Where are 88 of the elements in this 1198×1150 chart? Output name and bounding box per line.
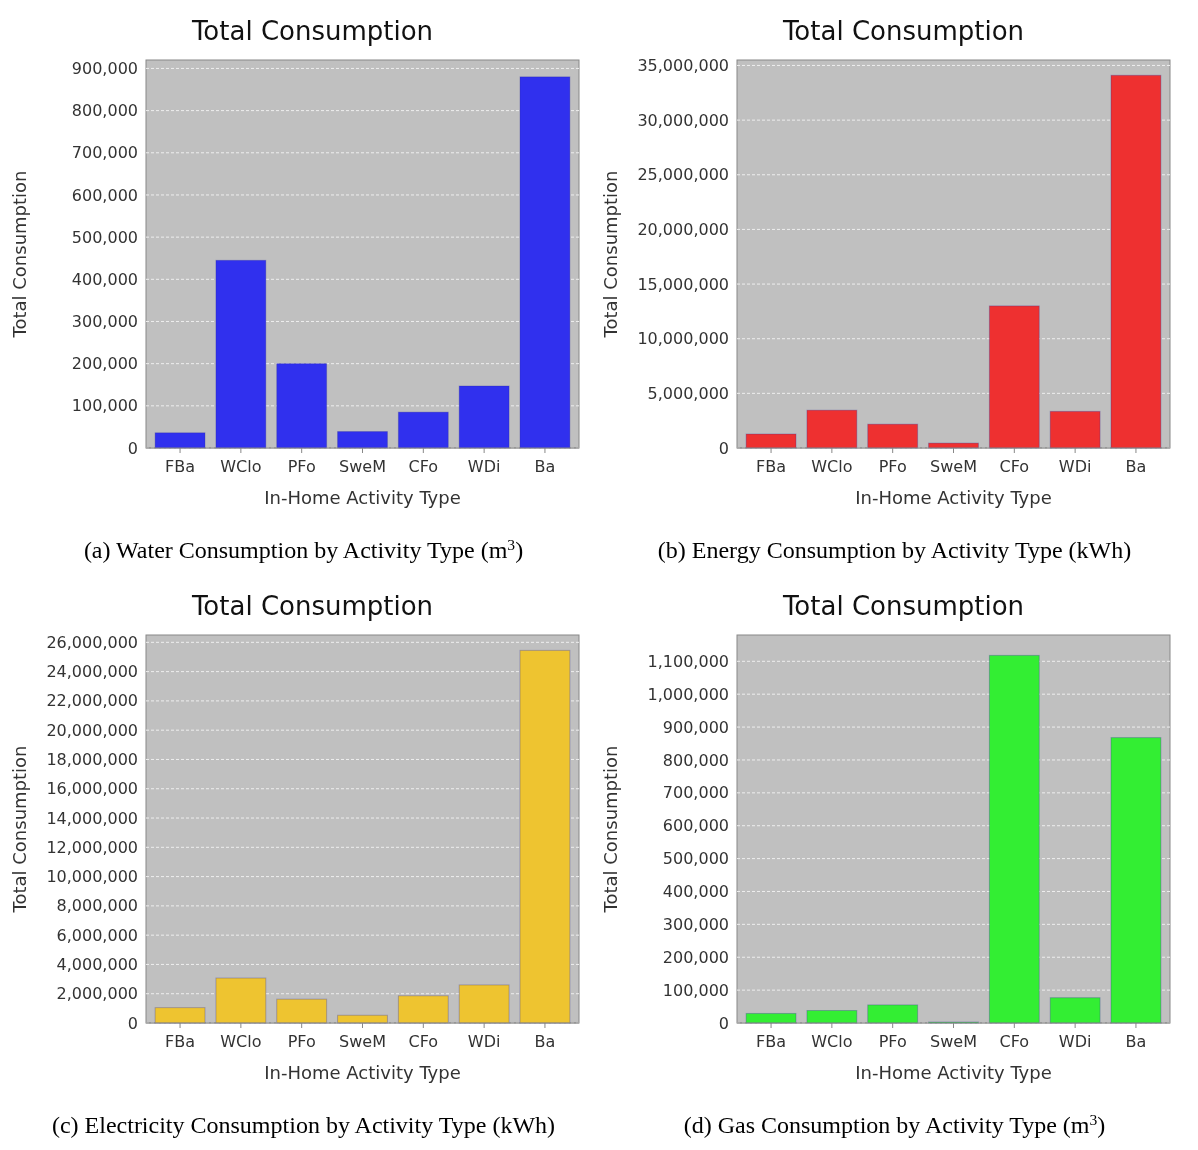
x-tick-label: FBa <box>165 457 196 476</box>
y-tick-label: 900,000 <box>71 59 138 79</box>
x-tick-label: Ba <box>534 457 556 476</box>
x-axis-title: In-Home Activity Type <box>855 487 1052 508</box>
y-axis-title: Total Consumption <box>600 745 621 914</box>
y-tick-label: 0 <box>718 438 729 458</box>
y-tick-label: 18,000,000 <box>46 750 138 770</box>
x-tick-label: SweM <box>930 1032 977 1051</box>
x-axis-title: In-Home Activity Type <box>264 487 461 508</box>
y-axis-title: Total Consumption <box>600 170 621 339</box>
y-tick-label: 12,000,000 <box>46 837 138 857</box>
y-tick-label: 30,000,000 <box>637 110 729 130</box>
x-tick-label: Ba <box>1125 457 1147 476</box>
y-tick-label: 16,000,000 <box>46 779 138 799</box>
y-tick-label: 20,000,000 <box>46 720 138 740</box>
chart-title: Total Consumption <box>781 16 1025 46</box>
x-tick-label: WClo <box>220 1032 262 1051</box>
y-tick-label: 300,000 <box>662 914 729 934</box>
y-tick-label: 0 <box>127 438 138 458</box>
y-tick-label: 6,000,000 <box>56 925 138 945</box>
x-tick-label: WDi <box>467 1032 501 1051</box>
x-tick-label: WClo <box>811 1032 853 1051</box>
y-tick-label: 400,000 <box>662 882 729 902</box>
y-tick-label: 500,000 <box>71 227 138 247</box>
x-tick-label: FBa <box>165 1032 196 1051</box>
y-tick-label: 20,000,000 <box>637 220 729 240</box>
y-tick-label: 15,000,000 <box>637 274 729 294</box>
y-tick-label: 800,000 <box>71 101 138 121</box>
chart-title: Total Consumption <box>781 591 1025 621</box>
y-tick-label: 2,000,000 <box>56 984 138 1004</box>
text: (d) Gas Consumption by Activity Type (m$^{3}$) <box>683 1110 1106 1138</box>
x-tick-label: CFo <box>408 457 439 476</box>
y-tick-label: 300,000 <box>71 312 138 332</box>
y-tick-label: 100,000 <box>662 980 729 1000</box>
x-axis-title: In-Home Activity Type <box>264 1062 461 1083</box>
chart-title: Total Consumption <box>190 16 434 46</box>
x-tick-label: PFo <box>878 457 907 476</box>
y-tick-label: 24,000,000 <box>46 662 138 682</box>
x-tick-label: WDi <box>1058 457 1092 476</box>
y-tick-label: 1,000,000 <box>647 684 729 704</box>
x-tick-label: PFo <box>287 457 316 476</box>
y-tick-label: 400,000 <box>71 269 138 289</box>
y-tick-label: 22,000,000 <box>46 691 138 711</box>
y-tick-label: 10,000,000 <box>46 867 138 887</box>
y-tick-label: 200,000 <box>662 947 729 967</box>
y-tick-label: 0 <box>718 1013 729 1033</box>
y-tick-label: 35,000,000 <box>637 56 729 76</box>
x-tick-label: CFo <box>999 1032 1030 1051</box>
text: (a) Water Consumption by Activity Type (m$^{3}$) <box>83 535 524 563</box>
y-tick-label: 8,000,000 <box>56 896 138 916</box>
y-tick-label: 26,000,000 <box>46 632 138 652</box>
y-tick-label: 4,000,000 <box>56 955 138 975</box>
y-tick-label: 10,000,000 <box>637 329 729 349</box>
y-tick-label: 500,000 <box>662 849 729 869</box>
x-tick-label: FBa <box>756 1032 787 1051</box>
x-tick-label: FBa <box>756 457 787 476</box>
y-tick-label: 600,000 <box>662 816 729 836</box>
x-tick-label: WDi <box>1058 1032 1092 1051</box>
x-tick-label: SweM <box>930 457 977 476</box>
y-tick-label: 25,000,000 <box>637 165 729 185</box>
x-tick-label: WClo <box>220 457 262 476</box>
x-tick-label: CFo <box>408 1032 439 1051</box>
y-tick-label: 1,100,000 <box>647 651 729 671</box>
y-tick-label: 800,000 <box>662 750 729 770</box>
x-tick-label: PFo <box>878 1032 907 1051</box>
x-axis-title: In-Home Activity Type <box>855 1062 1052 1083</box>
x-tick-label: Ba <box>1125 1032 1147 1051</box>
x-tick-label: PFo <box>287 1032 316 1051</box>
x-tick-label: WDi <box>467 457 501 476</box>
x-tick-label: SweM <box>339 1032 386 1051</box>
chart-title: Total Consumption <box>190 591 434 621</box>
y-tick-label: 600,000 <box>71 185 138 205</box>
x-tick-label: SweM <box>339 457 386 476</box>
y-axis-title: Total Consumption <box>9 745 30 914</box>
y-tick-label: 5,000,000 <box>647 383 729 403</box>
text: (b) Energy Consumption by Activity Type (kWh) <box>657 537 1132 563</box>
y-tick-label: 700,000 <box>71 143 138 163</box>
x-tick-label: Ba <box>534 1032 556 1051</box>
x-tick-label: WClo <box>811 457 853 476</box>
y-tick-label: 200,000 <box>71 354 138 374</box>
x-tick-label: CFo <box>999 457 1030 476</box>
y-tick-label: 14,000,000 <box>46 808 138 828</box>
text: (c) Electricity Consumption by Activity Type (kWh) <box>51 1112 556 1138</box>
y-tick-label: 900,000 <box>662 717 729 737</box>
y-tick-label: 0 <box>127 1013 138 1033</box>
y-tick-label: 700,000 <box>662 783 729 803</box>
y-tick-label: 100,000 <box>71 396 138 416</box>
y-axis-title: Total Consumption <box>9 170 30 339</box>
